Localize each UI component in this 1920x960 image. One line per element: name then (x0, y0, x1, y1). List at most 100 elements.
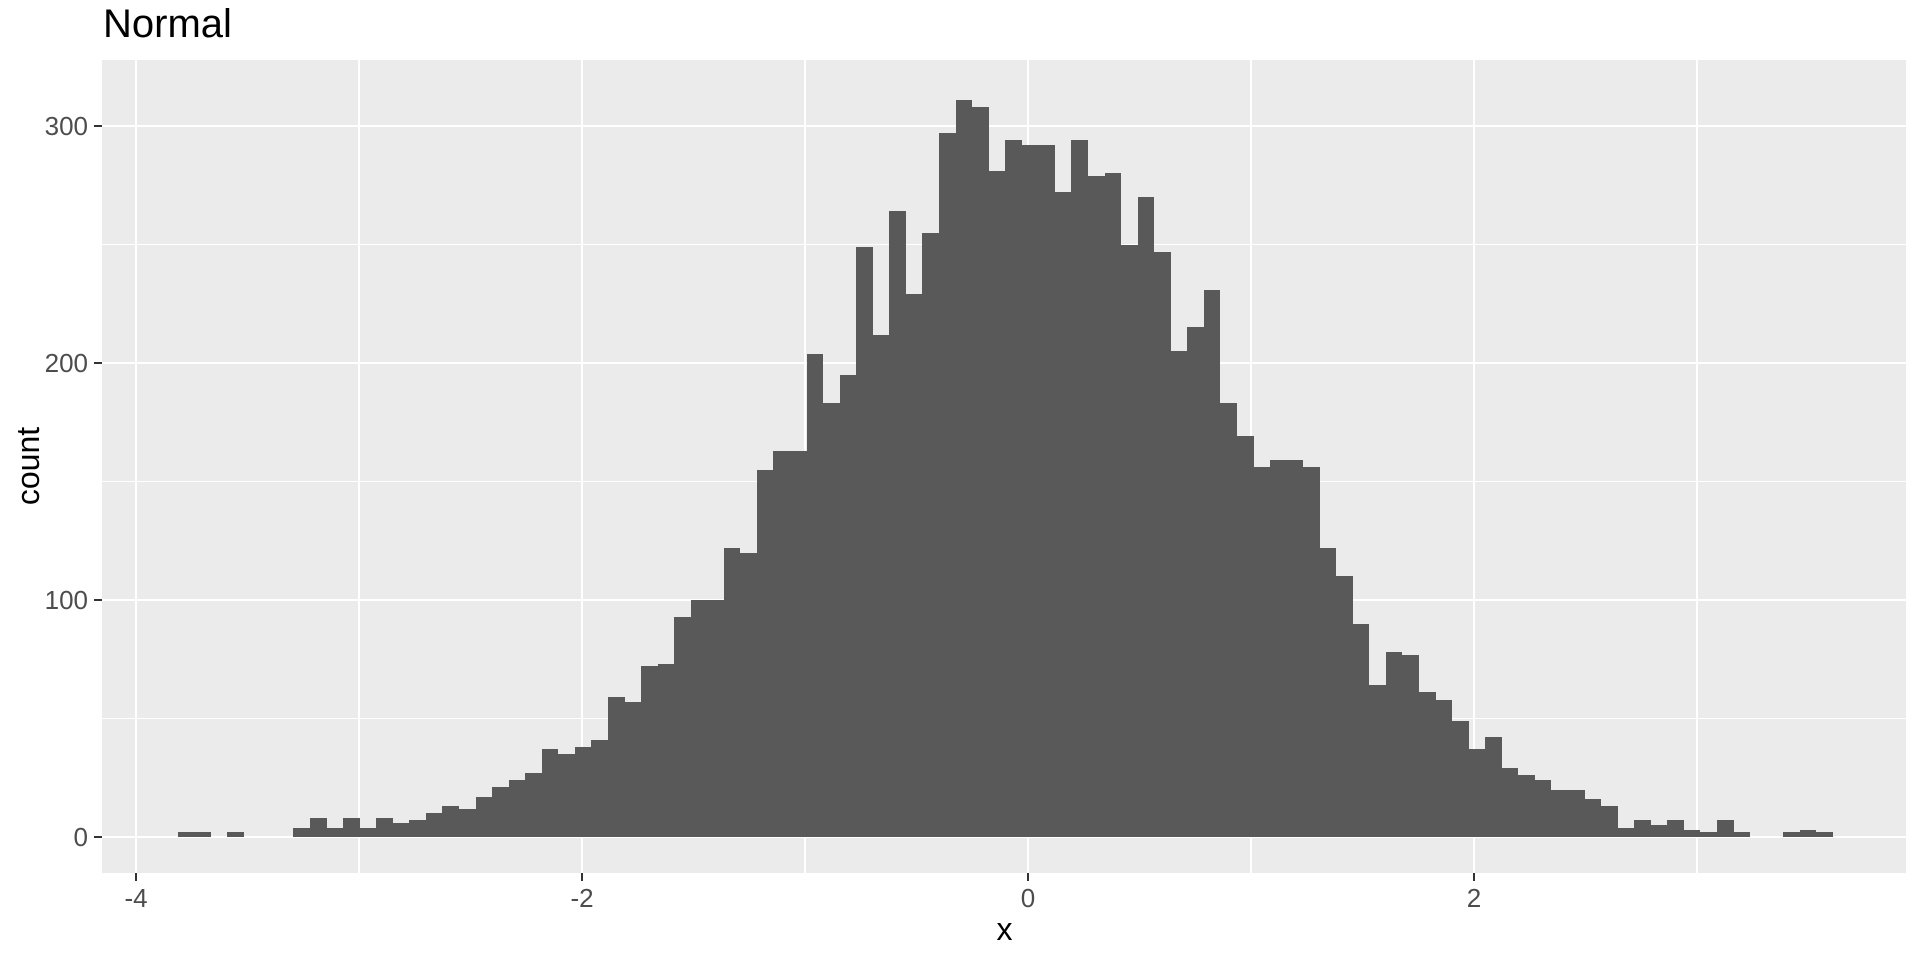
histogram-bar (1601, 806, 1618, 837)
histogram-bar (1386, 652, 1402, 837)
histogram-bar (773, 450, 790, 837)
histogram-bar (1022, 144, 1038, 837)
histogram-bar (1419, 692, 1436, 837)
histogram-bar (674, 616, 691, 837)
histogram-bar (707, 600, 724, 837)
histogram-bar (807, 353, 823, 837)
histogram-bar (1353, 623, 1369, 837)
x-tick-label: -4 (124, 883, 148, 913)
histogram-bar (1551, 789, 1568, 837)
histogram-bar (856, 246, 873, 837)
histogram-bar (1320, 547, 1336, 837)
histogram-bar (740, 552, 757, 837)
histogram-bar (1237, 436, 1254, 837)
histogram-bar (343, 818, 360, 837)
histogram-bar (409, 820, 426, 837)
histogram-bar (310, 818, 327, 837)
y-axis-title: count (10, 426, 46, 506)
histogram-bar (476, 796, 492, 837)
histogram-bar (922, 232, 939, 837)
histogram-bar (1535, 780, 1551, 837)
gridline-x-major (580, 60, 584, 873)
histogram-bar (658, 663, 674, 837)
histogram-bar (1485, 737, 1502, 837)
histogram-bar (625, 701, 641, 837)
histogram-bar (426, 813, 442, 837)
plot-title: Normal (103, 2, 232, 46)
y-tick-label: 200 (44, 348, 88, 378)
histogram-bar (972, 107, 989, 837)
histogram-bar (1452, 720, 1469, 837)
histogram-bar (1634, 820, 1651, 837)
histogram-bar (1717, 820, 1734, 837)
histogram-bar (1204, 289, 1220, 837)
histogram-bar (989, 171, 1005, 837)
histogram-bar (1254, 467, 1270, 837)
histogram-bar (1055, 192, 1071, 837)
gridline-x-minor (1696, 60, 1698, 873)
histogram-bar (1436, 699, 1452, 837)
x-tick-label: 0 (1020, 883, 1036, 913)
histogram-bar (1684, 829, 1700, 837)
x-axis-title: x (996, 911, 1013, 947)
histogram-bar (1038, 144, 1055, 837)
histogram-bar (575, 746, 591, 837)
histogram-bar (724, 547, 740, 837)
histogram-bar (1303, 467, 1320, 837)
y-tick-label: 300 (44, 111, 88, 141)
y-tick-mark (94, 124, 102, 128)
x-tick-label: 2 (1466, 883, 1482, 913)
histogram-bar (1121, 244, 1138, 837)
gridline-y-major (102, 124, 1906, 128)
x-tick-mark (1026, 873, 1030, 881)
histogram-bar (1402, 654, 1419, 837)
histogram-bar (1220, 403, 1237, 837)
histogram-bar (459, 808, 476, 837)
histogram-bar (823, 403, 840, 837)
histogram-bar (1154, 251, 1171, 837)
histogram-bar (873, 334, 889, 837)
x-tick-mark (580, 873, 584, 881)
histogram-bar (1105, 173, 1121, 837)
gridline-x-major (1472, 60, 1476, 873)
histogram-bar (1518, 775, 1535, 837)
histogram-bar (1502, 768, 1518, 837)
histogram-bar (939, 133, 956, 837)
y-tick-mark (94, 835, 102, 839)
y-tick-label: 100 (44, 585, 88, 615)
histogram-bar (591, 739, 608, 837)
histogram-bar (1734, 832, 1750, 837)
histogram-bar (691, 600, 707, 837)
histogram-bar (1369, 685, 1386, 837)
histogram-bar (509, 780, 525, 837)
gridline-x-major (134, 60, 138, 873)
histogram-bar (608, 697, 625, 837)
histogram-bar (227, 832, 244, 837)
histogram-bar (1700, 832, 1717, 837)
histogram-bar (1270, 460, 1287, 837)
histogram-bar (1171, 351, 1187, 837)
histogram-bar (1287, 460, 1303, 837)
histogram-bar (1469, 749, 1485, 837)
histogram-bar (840, 374, 856, 837)
y-tick-label: 0 (73, 822, 88, 852)
histogram-bar (376, 818, 393, 837)
histogram-bar (194, 832, 211, 837)
histogram-bar (1336, 576, 1353, 837)
histogram-bar (641, 666, 658, 837)
histogram-bar (1005, 140, 1022, 837)
histogram-bar (393, 822, 409, 837)
histogram-bar (1667, 820, 1684, 837)
histogram-bar (1071, 140, 1088, 837)
histogram-bar (1816, 832, 1833, 837)
histogram-bar (1088, 175, 1105, 837)
gridline-y-major (102, 835, 1906, 839)
histogram-bar (1783, 832, 1800, 837)
histogram-bar (956, 99, 972, 837)
gridline-x-minor (358, 60, 360, 873)
histogram-bar (293, 827, 310, 837)
histogram-bar (525, 773, 542, 837)
histogram-bar (327, 827, 343, 837)
histogram-bar (889, 211, 906, 837)
